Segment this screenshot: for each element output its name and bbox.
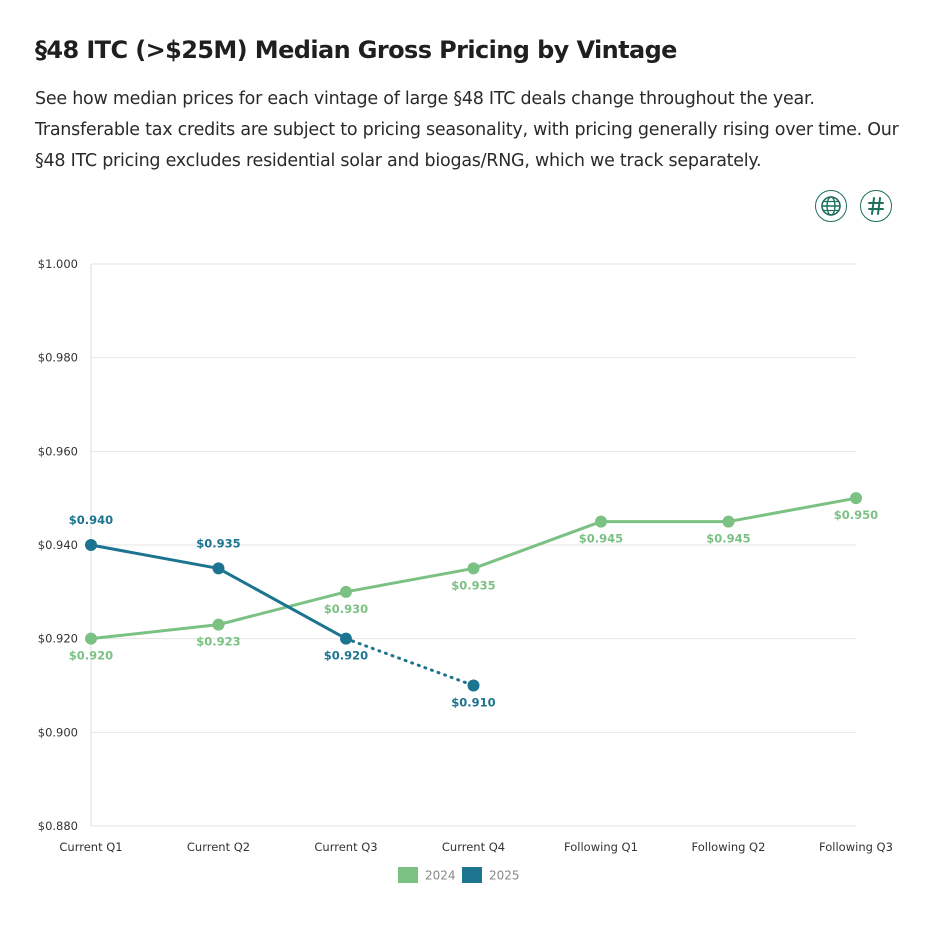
series-line-2025: [344, 637, 475, 687]
legend-label-2024[interactable]: 2024: [425, 869, 456, 883]
data-point-2024[interactable]: [722, 515, 735, 528]
legend-swatch-2025[interactable]: [462, 867, 482, 883]
data-label-2024: $0.920: [69, 649, 113, 663]
data-label-2024: $0.923: [196, 635, 240, 649]
data-label-2024: $0.935: [451, 578, 495, 592]
series-line-2025: [89, 543, 220, 570]
x-tick-label: Following Q3: [819, 840, 893, 854]
data-label-2025: $0.910: [451, 696, 495, 710]
page-description: See how median prices for each vintage o…: [35, 89, 899, 171]
y-tick-label: $1.000: [38, 257, 78, 271]
x-tick-label: Current Q4: [442, 840, 505, 854]
series-line-2024: [344, 566, 475, 594]
globe-button[interactable]: [815, 190, 847, 222]
data-point-2025[interactable]: [85, 539, 97, 551]
data-point-2025[interactable]: [340, 632, 352, 645]
data-point-2024[interactable]: [212, 618, 225, 631]
data-point-2025[interactable]: [212, 562, 225, 575]
x-tick-label: Following Q1: [564, 840, 638, 854]
data-point-2024[interactable]: [85, 632, 97, 645]
y-tick-label: $0.980: [38, 351, 78, 365]
x-tick-label: Current Q3: [314, 840, 377, 854]
y-tick-label: $0.880: [38, 819, 78, 833]
series-line-2025: [217, 566, 348, 641]
hash-button[interactable]: [860, 190, 892, 222]
data-point-2024[interactable]: [340, 585, 352, 598]
data-point-2024[interactable]: [467, 562, 480, 575]
page-title: §48 ITC (>$25M) Median Gross Pricing by …: [35, 36, 677, 64]
legend-label-2025[interactable]: 2025: [489, 869, 520, 883]
data-point-2024[interactable]: [595, 515, 607, 528]
series-line-2024: [89, 623, 220, 641]
data-label-2024: $0.945: [579, 532, 623, 546]
y-tick-label: $0.900: [38, 725, 78, 739]
series-line-2024: [727, 496, 858, 524]
data-label-2024: $0.945: [706, 532, 750, 546]
data-label-2025: $0.920: [324, 649, 368, 663]
data-label-2024: $0.950: [834, 508, 878, 522]
data-label-2025: $0.935: [196, 536, 240, 550]
data-point-2024[interactable]: [850, 492, 862, 505]
globe-icon: [821, 196, 841, 216]
y-tick-label: $0.960: [38, 444, 78, 458]
data-point-2025[interactable]: [467, 679, 480, 692]
series-line-2024: [217, 590, 348, 627]
data-label-2024: $0.930: [324, 602, 368, 616]
y-tick-label: $0.940: [38, 538, 78, 552]
y-tick-label: $0.920: [38, 632, 78, 646]
x-tick-label: Current Q1: [59, 840, 122, 854]
x-tick-label: Following Q2: [692, 840, 766, 854]
legend-swatch-2024[interactable]: [398, 867, 418, 883]
data-label-2025: $0.940: [69, 513, 113, 527]
series-line-2024: [472, 520, 603, 570]
x-tick-label: Current Q2: [187, 840, 250, 854]
hash-icon: [868, 197, 884, 215]
